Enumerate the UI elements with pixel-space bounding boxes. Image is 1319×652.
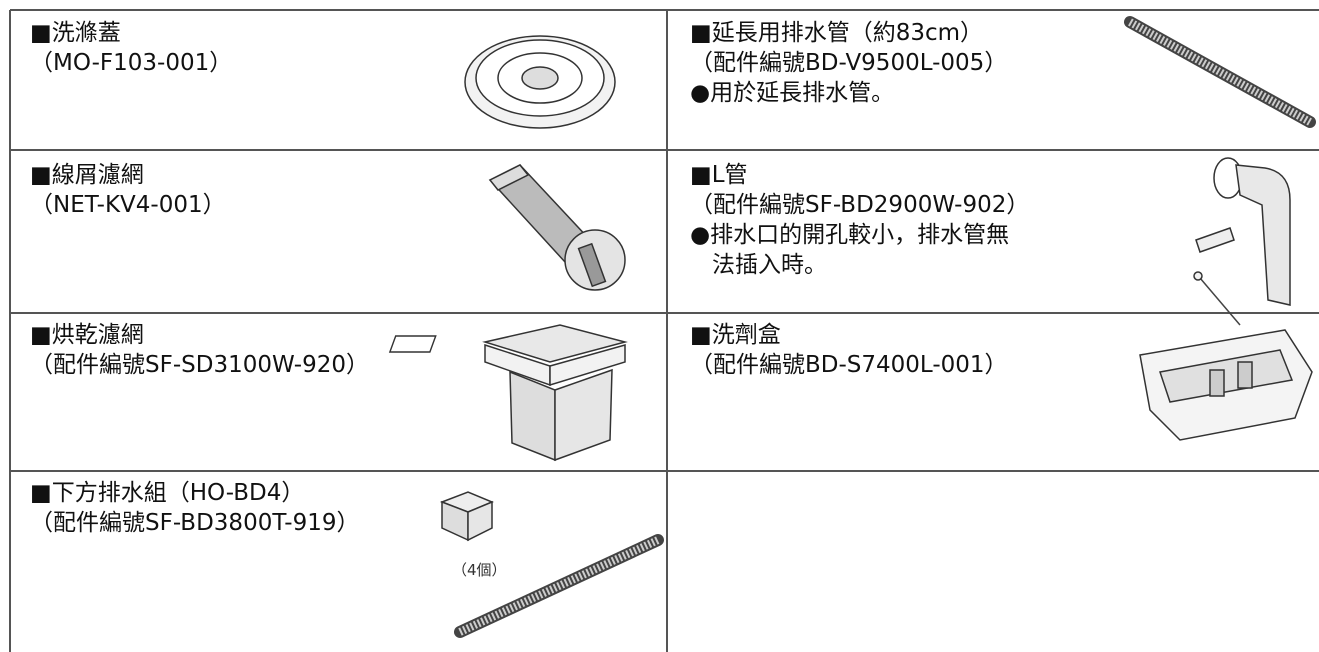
item-line: ■烘乾濾網 <box>30 322 144 348</box>
item-line: （配件編號BD-S7400L-001） <box>690 352 1008 378</box>
item-line: 法插入時。 <box>712 252 827 278</box>
item-line: （配件編號SF-SD3100W-920） <box>30 352 369 378</box>
item-line: ■洗滌蓋 <box>30 20 121 46</box>
item-line: （NET-KV4-001） <box>30 192 226 218</box>
item-line: （MO-F103-001） <box>30 50 233 76</box>
item-line: ■下方排水組（HO-BD4） <box>30 480 305 506</box>
item-note: （4個） <box>452 561 507 579</box>
illustrations <box>388 16 1316 638</box>
item-line: ■線屑濾網 <box>30 162 144 188</box>
item-line: ■延長用排水管（約83cm） <box>690 20 984 46</box>
item-line: （配件編號SF-BD2900W-902） <box>690 192 1030 218</box>
item-line: ■洗劑盒 <box>690 322 781 348</box>
item-line: ■L管 <box>690 162 748 188</box>
item-line: （配件編號BD-V9500L-005） <box>690 50 1008 76</box>
item-line: （配件編號SF-BD3800T-919） <box>30 510 360 536</box>
item-line: ●排水口的開孔較小，排水管無 <box>690 222 1010 248</box>
item-line: ●用於延長排水管。 <box>690 80 895 106</box>
